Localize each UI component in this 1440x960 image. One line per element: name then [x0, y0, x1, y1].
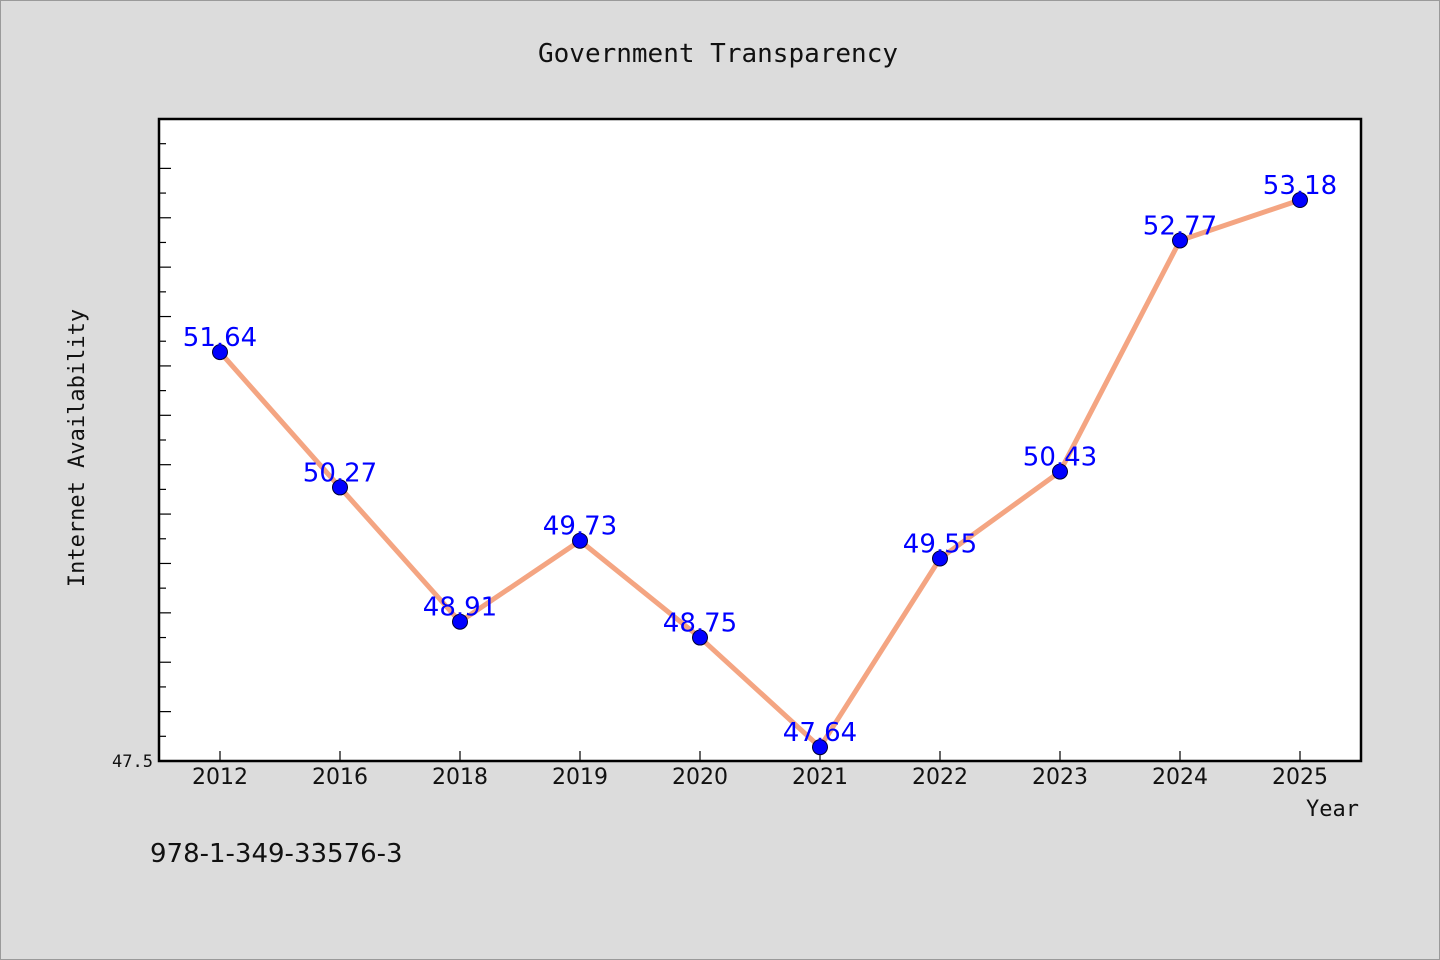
- data-labels: 51.64 50.27 48.91 49.73 48.75 47.64 49.55 50.43…: [183, 171, 1337, 748]
- x-tick-label: 2020: [672, 765, 728, 790]
- x-tick-label: 2018: [432, 765, 488, 790]
- x-tick-label: 2025: [1272, 765, 1328, 790]
- data-point: [1052, 463, 1068, 480]
- data-points: [212, 191, 1308, 756]
- data-point: [1172, 232, 1188, 249]
- data-label: 47.64: [783, 718, 857, 748]
- x-axis-ticks: 2012 2016 2018 2019 2020 2021 2022 2023 2024 2025: [192, 751, 1328, 790]
- x-tick-label: 2019: [552, 765, 608, 790]
- data-label: 53.18: [1263, 171, 1337, 201]
- x-tick-label: 2016: [312, 765, 368, 790]
- data-point: [1292, 191, 1308, 208]
- data-label: 48.75: [663, 609, 737, 639]
- plot-area: [157, 117, 1363, 763]
- x-tick-label: 2022: [912, 765, 968, 790]
- x-tick-label: 2024: [1152, 765, 1208, 790]
- chart-title: Government Transparency: [538, 39, 898, 69]
- footer-isbn: 978-1-349-33576-3: [150, 839, 403, 869]
- y-tick-label: 47.5: [112, 752, 153, 772]
- data-label: 52.77: [1143, 211, 1217, 241]
- data-label: 50.43: [1023, 443, 1097, 473]
- data-label: 50.27: [303, 458, 377, 488]
- data-label: 51.64: [183, 323, 257, 353]
- x-tick-label: 2021: [792, 765, 848, 790]
- x-axis-title: Year: [1306, 797, 1359, 822]
- series-line: [217, 197, 1303, 750]
- data-label: 49.55: [903, 530, 977, 560]
- data-point: [332, 479, 348, 496]
- y-axis-ticks: 47.5: [112, 118, 171, 772]
- y-axis-title: Internet Availability: [65, 309, 90, 587]
- data-point: [572, 532, 588, 549]
- data-point: [212, 344, 228, 361]
- x-tick-label: 2023: [1032, 765, 1088, 790]
- data-point: [812, 739, 828, 756]
- x-tick-label: 2012: [192, 765, 248, 790]
- data-label: 48.91: [423, 593, 497, 623]
- data-point: [692, 629, 708, 646]
- data-label: 49.73: [543, 512, 617, 542]
- data-point: [932, 550, 948, 567]
- data-point: [452, 613, 468, 630]
